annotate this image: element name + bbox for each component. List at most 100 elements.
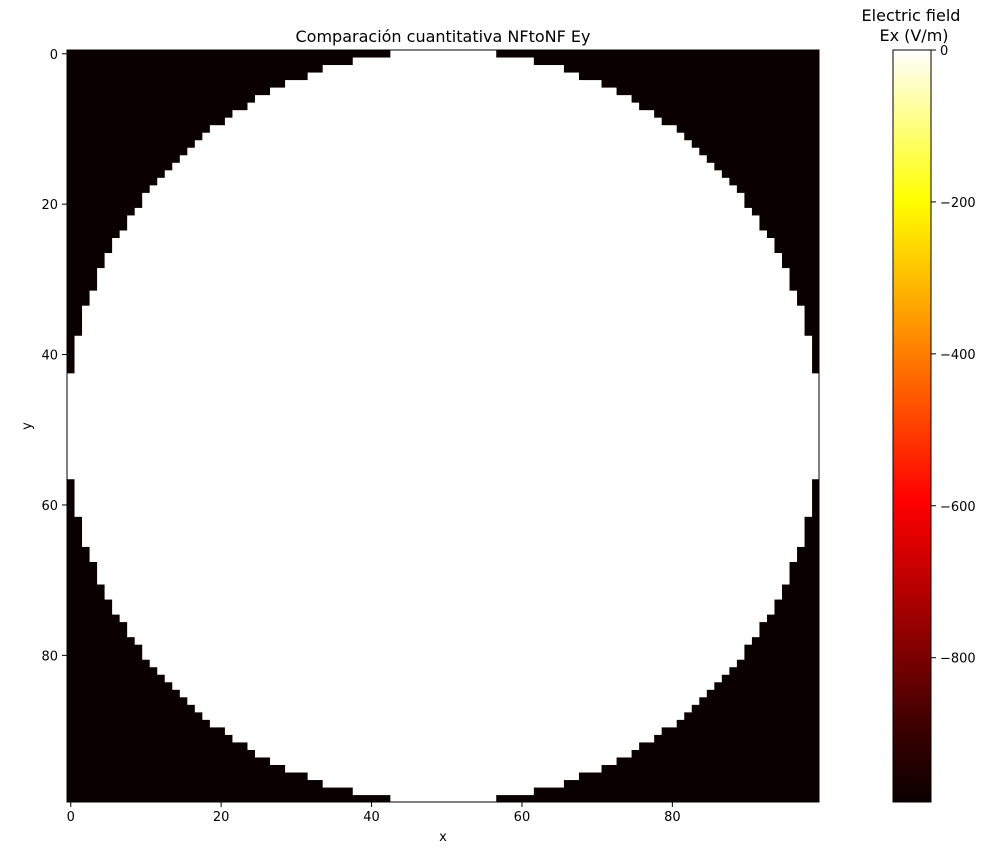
heatmap-cell-run [74, 358, 813, 367]
heatmap-cell-run [89, 553, 798, 562]
heatmap-cell-run [112, 606, 775, 615]
heatmap-cell-run [74, 343, 813, 352]
heatmap-cell-run [134, 207, 752, 217]
heatmap-cell-run [82, 328, 805, 337]
heatmap-cell-run [134, 636, 752, 645]
y-tick-label: 40 [41, 349, 58, 364]
colorbar-tick-label: −400 [940, 348, 976, 363]
heatmap-cell-run [67, 403, 819, 412]
heatmap-cell-run [285, 764, 602, 773]
heatmap-cell-run [352, 57, 534, 66]
heatmap-cell-run [97, 275, 790, 284]
heatmap-cell-run [119, 230, 767, 239]
heatmap-cell-run [97, 268, 790, 277]
heatmap-cell-run [74, 501, 813, 510]
heatmap-cell-run [127, 621, 760, 630]
heatmap-cell-run [104, 260, 783, 269]
heatmap-cell-run [352, 786, 534, 796]
heatmap-cell-run [172, 162, 715, 171]
heatmap-cell-run [224, 117, 662, 126]
y-tick-label: 0 [50, 48, 58, 63]
heatmap-cell-run [67, 388, 819, 397]
heatmap-cell-run [82, 523, 805, 532]
heatmap-cell-run [82, 538, 805, 547]
heatmap-cell-run [127, 222, 760, 232]
y-tick-label: 60 [41, 499, 58, 514]
heatmap-cell-run [194, 140, 692, 149]
heatmap-cell-run [157, 666, 730, 675]
heatmap-cell-run [322, 779, 564, 788]
heatmap-cell-run [209, 719, 677, 728]
heatmap-cell-run [82, 305, 805, 314]
x-tick-label: 40 [363, 810, 380, 825]
heatmap-cell-run [255, 95, 632, 104]
heatmap-cell-run [74, 478, 813, 487]
colorbar-gradient [892, 49, 932, 803]
heatmap-cell-run [74, 365, 813, 374]
heatmap-cells [67, 50, 819, 802]
heatmap-cell-run [149, 659, 737, 668]
heatmap-cell-run [67, 410, 819, 420]
heatmap-cell-run [142, 651, 745, 660]
y-axis: 0 20 40 60 80 [41, 48, 67, 664]
heatmap-cell-run [104, 253, 783, 262]
colorbar-tick-label: −800 [940, 652, 976, 667]
colorbar-tick-label: −200 [940, 196, 976, 211]
colorbar-label-line1: Electric field [862, 6, 961, 25]
heatmap-cell-run [82, 313, 805, 322]
heatmap-cell-run [67, 456, 819, 465]
heatmap-cell-run [74, 508, 813, 517]
heatmap-cell-run [232, 734, 655, 743]
x-tick-label: 80 [664, 810, 681, 825]
heatmap-cell-run [67, 418, 819, 427]
colorbar-ticks: 0 −200 −400 −600 −800 [931, 44, 976, 667]
heatmap-cell-run [104, 591, 783, 600]
heatmap-cell-run [194, 704, 692, 713]
heatmap-cell-run [112, 238, 775, 247]
chart-title: Comparación cuantitativa NFtoNF Ey [296, 27, 591, 46]
heatmap-cell-run [285, 80, 602, 89]
heatmap-cell-run [224, 726, 662, 735]
heatmap-cell-run [112, 245, 775, 254]
heatmap-cell-run [179, 155, 707, 164]
heatmap-cell-run [307, 771, 579, 781]
heatmap-cell-run [74, 350, 813, 359]
x-tick-label: 60 [514, 810, 531, 825]
heatmap-cell-run [97, 283, 790, 292]
heatmap-cell-run [187, 147, 700, 156]
heatmap-cell-run [172, 681, 715, 690]
heatmap-cell-run [390, 794, 497, 802]
heatmap-cell-run [127, 629, 760, 638]
heatmap-cell-run [82, 516, 805, 525]
x-tick-label: 0 [67, 810, 75, 825]
heatmap-cell-run [82, 320, 805, 329]
heatmap-cell-run [67, 471, 819, 480]
x-tick-label: 20 [213, 810, 230, 825]
heatmap-cell-run [187, 696, 700, 705]
heatmap-cell-run [149, 185, 737, 194]
heatmap-cell-run [89, 546, 798, 555]
y-tick-label: 20 [41, 198, 58, 213]
heatmap-cell-run [142, 192, 745, 201]
heatmap-cell-run [67, 433, 819, 442]
heatmap-cell-run [270, 87, 617, 96]
heatmap-cell-run [119, 614, 767, 623]
plot-frame [66, 49, 820, 803]
heatmap-cell-run [104, 583, 783, 593]
heatmap-cell-run [74, 486, 813, 495]
heatmap-cell-run [247, 741, 640, 750]
heatmap-cell-run [164, 170, 722, 179]
colorbar-label-line2: Ex (V/m) [879, 26, 948, 45]
heatmap-cell-run [97, 576, 790, 585]
heatmap-cell-run [390, 50, 497, 59]
colorbar: Electric field Ex (V/m) 0 −200 −400 −600 −80… [862, 6, 976, 803]
heatmap-cell-run [307, 72, 579, 81]
colorbar-tick-label: −600 [940, 500, 976, 515]
heatmap-cell-run [164, 674, 722, 683]
heatmap-cell-run [142, 644, 745, 653]
heatmap-cell-run [67, 395, 819, 405]
heatmap-cell-run [179, 689, 707, 698]
heatmap-cell-run [89, 298, 798, 307]
heatmap-cell-run [74, 493, 813, 502]
